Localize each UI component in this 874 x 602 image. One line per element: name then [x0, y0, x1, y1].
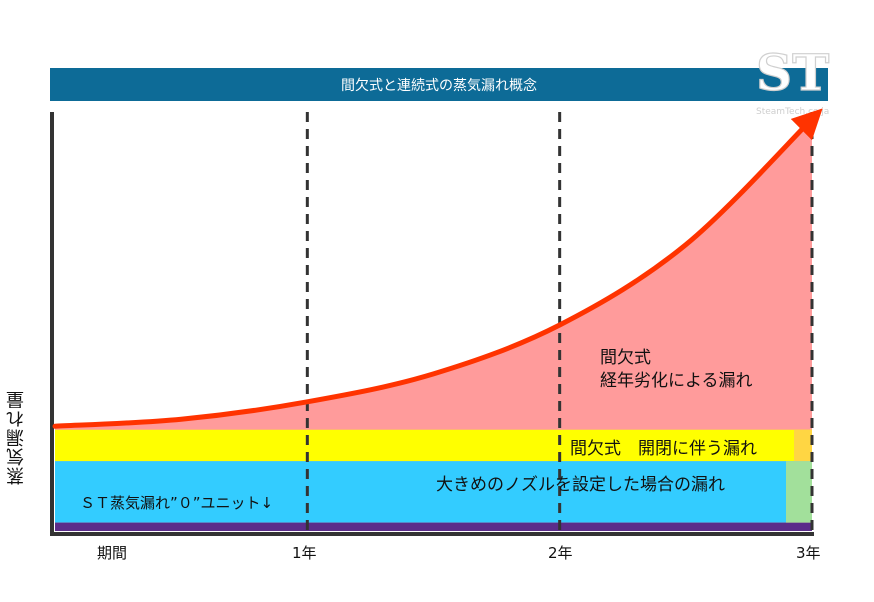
annotation-open-close: 間欠式 開閉に伴う漏れ [570, 439, 757, 459]
degradation-curve [52, 108, 823, 429]
chart-title-bar: 間欠式と連続式の蒸気漏れ概念 [50, 68, 828, 101]
x-tick-period: 期間 [97, 544, 128, 562]
y-axis-label: 蒸気漏れ量 [6, 390, 27, 485]
annotation-nozzle: 大きめのノズルを設定した場合の漏れ [436, 475, 725, 495]
chart-title: 間欠式と連続式の蒸気漏れ概念 [341, 77, 537, 94]
x-tick-2y: 2年 [548, 544, 573, 562]
x-tick-3y: 3年 [796, 544, 821, 562]
edge-tint-green [786, 461, 812, 523]
x-tick-1y: 1年 [292, 544, 317, 562]
band-0 [55, 522, 812, 531]
edge-tint-yellow [794, 429, 812, 462]
svg-text:ST: ST [756, 44, 829, 102]
annotation-st-unit: ＳＴ蒸気漏れ”０”ユニット↓ [80, 494, 274, 512]
annotation-degradation-1: 間欠式 [600, 348, 651, 368]
band-1 [55, 461, 812, 523]
annotation-degradation-2: 経年劣化による漏れ [600, 371, 753, 391]
degradation-area [55, 118, 812, 531]
band-2 [55, 429, 812, 462]
